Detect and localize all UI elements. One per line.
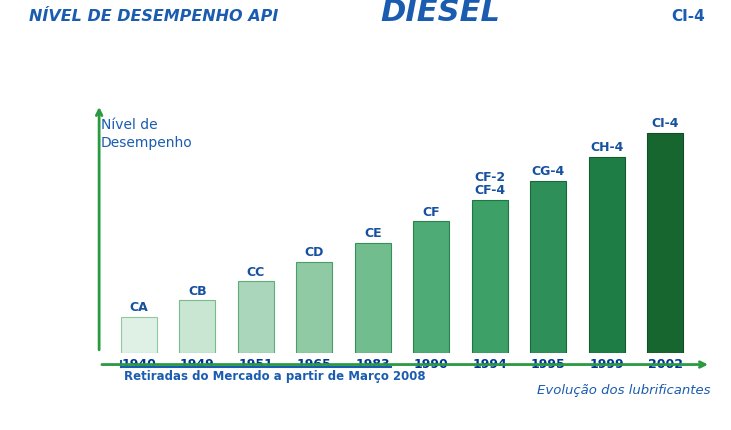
Bar — [471, 200, 508, 353]
Text: CC: CC — [247, 266, 265, 279]
Text: CF-2
CF-4: CF-2 CF-4 — [474, 171, 505, 197]
Bar — [179, 300, 216, 353]
Bar — [588, 157, 625, 353]
Text: DIESEL: DIESEL — [380, 0, 500, 27]
Bar — [413, 221, 450, 353]
Bar — [296, 262, 333, 353]
Text: CE: CE — [364, 227, 382, 240]
Text: Retiradas do Mercado a partir de Março 2008: Retiradas do Mercado a partir de Março 2… — [124, 370, 425, 383]
Text: Nível de
Desempenho: Nível de Desempenho — [101, 119, 193, 150]
Bar — [355, 243, 391, 353]
Bar — [647, 133, 683, 353]
Text: CH-4: CH-4 — [590, 141, 624, 154]
Text: CF: CF — [423, 206, 440, 219]
Text: CI-4: CI-4 — [651, 117, 679, 130]
Bar — [121, 317, 157, 353]
Text: CB: CB — [188, 285, 207, 298]
Text: CI-4: CI-4 — [672, 9, 705, 24]
Text: CG-4: CG-4 — [531, 165, 565, 178]
Bar — [530, 181, 567, 353]
Text: NÍVEL DE DESEMPENHO API: NÍVEL DE DESEMPENHO API — [29, 9, 284, 24]
Bar — [238, 281, 274, 353]
Text: Evolução dos lubrificantes: Evolução dos lubrificantes — [537, 384, 711, 396]
Text: CA: CA — [129, 301, 148, 314]
Text: CD: CD — [305, 246, 324, 259]
